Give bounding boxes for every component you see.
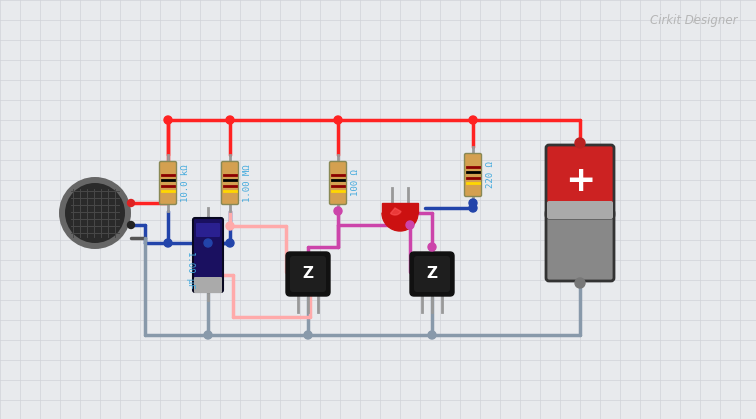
Circle shape (469, 199, 477, 207)
Circle shape (128, 222, 135, 228)
FancyBboxPatch shape (196, 223, 220, 237)
Circle shape (59, 177, 131, 249)
FancyBboxPatch shape (330, 161, 346, 204)
Circle shape (334, 207, 342, 215)
Circle shape (428, 331, 436, 339)
Text: 100 Ω: 100 Ω (351, 170, 360, 197)
Circle shape (469, 204, 477, 212)
Circle shape (334, 116, 342, 124)
Text: Cirkit Designer: Cirkit Designer (650, 14, 738, 27)
Text: 1.00 MΩ: 1.00 MΩ (243, 164, 252, 202)
Circle shape (128, 199, 135, 207)
Text: 220 Ω: 220 Ω (486, 162, 495, 189)
Text: 1.00 µF: 1.00 µF (185, 251, 194, 289)
FancyBboxPatch shape (410, 252, 454, 296)
FancyBboxPatch shape (193, 218, 223, 292)
Circle shape (226, 222, 234, 230)
FancyBboxPatch shape (290, 256, 326, 292)
Circle shape (469, 116, 477, 124)
Circle shape (406, 221, 414, 229)
Text: /: / (693, 14, 697, 24)
FancyBboxPatch shape (160, 161, 176, 204)
Circle shape (164, 239, 172, 247)
Circle shape (204, 331, 212, 339)
Bar (382, 203, 418, 213)
Wedge shape (391, 208, 401, 215)
Text: 10.0 kΩ: 10.0 kΩ (181, 164, 190, 202)
Circle shape (226, 239, 234, 247)
Circle shape (428, 243, 436, 251)
FancyBboxPatch shape (414, 256, 450, 292)
Text: Z: Z (426, 266, 438, 282)
Circle shape (226, 116, 234, 124)
Circle shape (575, 138, 585, 148)
FancyBboxPatch shape (464, 153, 482, 197)
Wedge shape (382, 213, 418, 231)
Circle shape (575, 278, 585, 288)
Text: Z: Z (302, 266, 314, 282)
FancyBboxPatch shape (286, 252, 330, 296)
Circle shape (304, 331, 312, 339)
FancyBboxPatch shape (194, 277, 222, 293)
Text: +: + (565, 164, 595, 198)
Circle shape (65, 183, 125, 243)
FancyBboxPatch shape (222, 161, 238, 204)
Circle shape (204, 239, 212, 247)
FancyBboxPatch shape (546, 210, 614, 281)
FancyBboxPatch shape (547, 201, 613, 219)
FancyBboxPatch shape (546, 145, 614, 218)
Circle shape (164, 116, 172, 124)
